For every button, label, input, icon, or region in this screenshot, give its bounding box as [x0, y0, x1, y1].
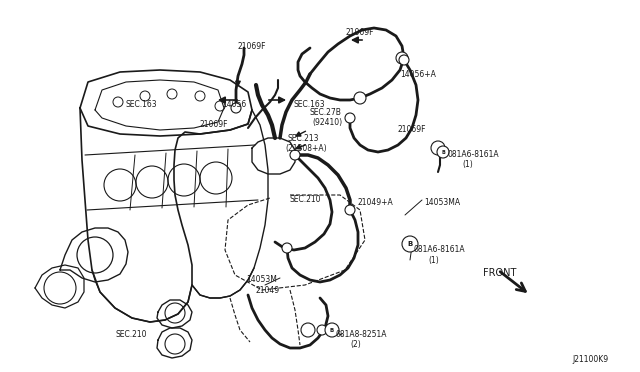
Text: 14056: 14056 — [222, 100, 246, 109]
Text: 081A8-8251A: 081A8-8251A — [336, 330, 387, 339]
Text: (1): (1) — [428, 256, 439, 265]
Text: J21100K9: J21100K9 — [572, 355, 608, 364]
Text: 14053M: 14053M — [246, 275, 277, 284]
Text: B: B — [408, 241, 413, 247]
Circle shape — [325, 323, 339, 337]
Text: (21308+A): (21308+A) — [285, 144, 326, 153]
Circle shape — [431, 141, 445, 155]
Text: FRONT: FRONT — [483, 268, 516, 278]
Text: 14056+A: 14056+A — [400, 70, 436, 79]
Text: 21069F: 21069F — [398, 125, 426, 134]
Text: 21069F: 21069F — [238, 42, 266, 51]
Circle shape — [399, 55, 409, 65]
Text: 21049: 21049 — [255, 286, 279, 295]
Circle shape — [317, 325, 327, 335]
Circle shape — [396, 52, 408, 64]
Text: 081A6-8161A: 081A6-8161A — [414, 245, 466, 254]
Text: SEC.213: SEC.213 — [288, 134, 319, 143]
Circle shape — [402, 236, 418, 252]
Circle shape — [231, 103, 241, 113]
Text: 14053MA: 14053MA — [424, 198, 460, 207]
Text: (92410): (92410) — [312, 118, 342, 127]
Text: 21069F: 21069F — [200, 120, 228, 129]
Text: SEC.163: SEC.163 — [125, 100, 157, 109]
Text: SEC.210: SEC.210 — [115, 330, 147, 339]
Circle shape — [437, 146, 449, 158]
Text: 21069F: 21069F — [345, 28, 374, 37]
Text: B: B — [330, 327, 334, 333]
Circle shape — [282, 243, 292, 253]
Text: 21049+A: 21049+A — [358, 198, 394, 207]
Text: (2): (2) — [350, 340, 361, 349]
Text: SEC.163: SEC.163 — [293, 100, 324, 109]
Text: SEC.27B: SEC.27B — [310, 108, 342, 117]
Circle shape — [345, 113, 355, 123]
Text: 081A6-8161A: 081A6-8161A — [448, 150, 500, 159]
Circle shape — [301, 323, 315, 337]
Circle shape — [354, 92, 366, 104]
Text: (1): (1) — [462, 160, 473, 169]
Text: B: B — [441, 150, 445, 154]
Circle shape — [290, 150, 300, 160]
Text: SEC.210: SEC.210 — [290, 195, 321, 204]
Circle shape — [345, 205, 355, 215]
